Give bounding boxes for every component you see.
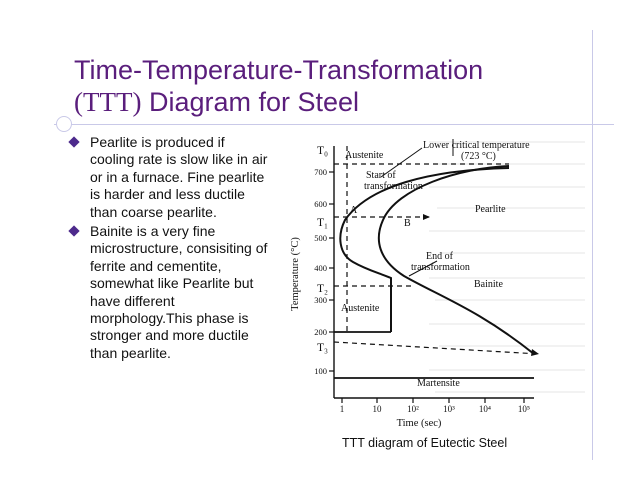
label-start-2: transformation — [364, 181, 423, 192]
x-tick-label: 10² — [407, 404, 419, 414]
x-tick-label: 1 — [340, 404, 345, 414]
label-lower-critical-1: Lower critical temperature — [423, 140, 530, 151]
y-tick-label: 500 — [314, 233, 327, 243]
label-point-a: A — [350, 205, 358, 216]
y-tick-label: 300 — [314, 295, 327, 305]
label-lower-critical-2: (723 °C) — [461, 151, 496, 162]
decorative-horizontal-line — [54, 124, 614, 125]
decorative-vertical-line — [592, 30, 593, 460]
x-tick-label: 10⁵ — [518, 404, 530, 414]
leader-end — [408, 260, 438, 277]
bullet-text: Bainite is a very fine microstructure, c… — [90, 223, 268, 361]
decorative-circle — [56, 116, 72, 132]
slide-title: Time-Temperature-Transformation (TTT) Di… — [74, 54, 554, 118]
label-martensite: Martensite — [417, 378, 460, 389]
x-axis-label: Time (sec) — [397, 418, 442, 429]
figure-caption: TTT diagram of Eutectic Steel — [342, 436, 508, 450]
diamond-bullet-icon — [68, 136, 80, 148]
title-line-2: (TTT) Diagram for Steel — [74, 86, 554, 118]
label-end-2: transformation — [411, 262, 470, 273]
y-tick-label: 700 — [314, 167, 327, 177]
title-rest: Diagram for Steel — [141, 87, 360, 117]
bleed-through-text — [429, 141, 585, 393]
level-label-t0: T₀ — [317, 145, 328, 157]
title-ttt: (TTT) — [74, 87, 142, 117]
end-of-transformation-curve — [377, 165, 535, 355]
level-label-t1: T₁ — [317, 217, 328, 229]
y-axis-ticks — [329, 171, 334, 372]
y-tick-label: 200 — [314, 327, 327, 337]
bullet-text: Pearlite is produced if cooling rate is … — [90, 134, 268, 220]
y-axis-label: Temperature (°C) — [290, 237, 301, 311]
y-tick-label: 600 — [314, 199, 327, 209]
label-austenite-low: Austenite — [341, 303, 380, 314]
x-tick-label: 10 — [373, 404, 383, 414]
ttt-diagram: 700 600 500 400 300 200 100 T₀ T₁ T₂ T₃ … — [279, 128, 588, 433]
x-tick-label: 10³ — [443, 404, 455, 414]
x-tick-label: 10⁴ — [479, 404, 491, 414]
ttt-diagram-svg: 700 600 500 400 300 200 100 T₀ T₁ T₂ T₃ … — [279, 128, 588, 433]
leader-start — [380, 147, 423, 178]
x-axis-ticks — [341, 398, 525, 403]
y-tick-label: 100 — [314, 366, 327, 376]
level-label-t2: T₂ — [317, 283, 328, 295]
arrow-head-b — [423, 214, 430, 220]
bullet-item: Bainite is a very fine microstructure, c… — [68, 223, 270, 362]
start-of-transformation-curve — [339, 167, 510, 332]
bullet-item: Pearlite is produced if cooling rate is … — [68, 134, 270, 221]
label-start-1: Start of — [366, 170, 396, 181]
isotherm-t3-line — [333, 341, 540, 355]
label-end-1: End of — [426, 251, 454, 262]
title-line-1: Time-Temperature-Transformation — [74, 55, 484, 85]
label-pearlite: Pearlite — [475, 204, 506, 215]
level-label-t3: T₃ — [317, 342, 328, 354]
y-tick-label: 400 — [314, 263, 327, 273]
label-austenite-top: Austenite — [345, 150, 384, 161]
bullet-list: Pearlite is produced if cooling rate is … — [68, 134, 270, 364]
label-point-b: B — [404, 218, 411, 229]
diamond-bullet-icon — [68, 225, 80, 237]
diagram-background — [279, 128, 588, 433]
label-bainite: Bainite — [474, 279, 503, 290]
